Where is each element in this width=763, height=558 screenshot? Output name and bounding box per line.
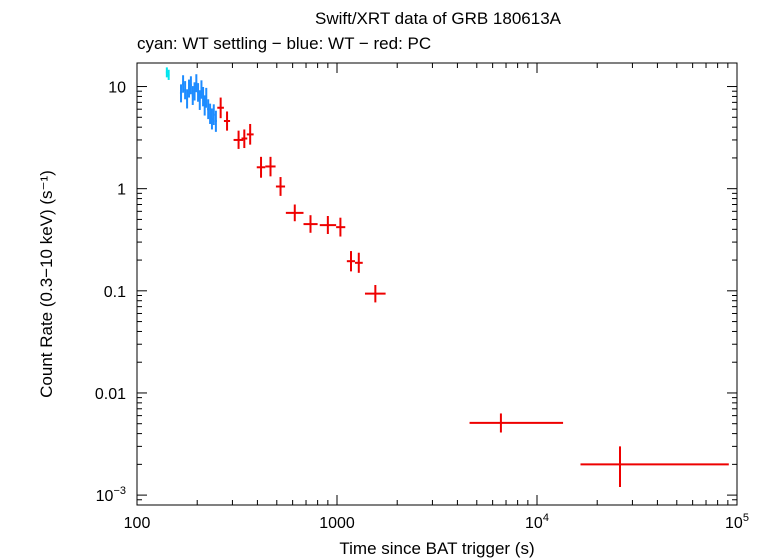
data-point (198, 90, 201, 110)
y-major-ticks (137, 86, 737, 496)
data-point (214, 110, 217, 132)
data-point (179, 84, 183, 103)
data-point (195, 74, 198, 93)
y-axis-label: Count Rate (0.3−10 keV) (s⁻¹) (37, 170, 56, 398)
data-point (193, 82, 196, 101)
data-point (285, 204, 304, 222)
y-tick-label: 0.1 (104, 284, 126, 301)
data-point (364, 285, 386, 303)
y-tick-exponent: −3 (113, 485, 126, 497)
data-point (191, 86, 194, 105)
x-tick-exponent: 4 (543, 512, 549, 524)
y-tick-label: 1 (117, 182, 126, 199)
data-point (241, 129, 248, 149)
data-point (186, 89, 189, 109)
data-point (256, 156, 266, 178)
data-point (165, 67, 168, 78)
data-point (205, 87, 208, 108)
data-point (275, 177, 286, 196)
data-point (303, 215, 318, 233)
x-tick-labels: 100 1000 104 105 (124, 512, 749, 532)
data-point (210, 108, 214, 130)
data-point (223, 111, 231, 131)
x-tick-label: 105 (725, 512, 749, 532)
data-point (200, 80, 203, 99)
x-tick-label: 100 (124, 515, 151, 532)
series-wt (179, 74, 217, 132)
data-point (188, 79, 191, 98)
y-tick-labels: 10 1 0.1 0.01 10−3 (95, 80, 126, 506)
y-minor-ticks (137, 90, 737, 501)
data-series (165, 67, 729, 488)
data-point (354, 252, 363, 273)
data-point (197, 83, 200, 102)
plot-frame (136, 62, 738, 506)
x-minor-ticks (196, 63, 729, 505)
chart-title: Swift/XRT data of GRB 180613A (315, 9, 562, 28)
data-point (182, 75, 185, 93)
y-tick-label: 10 (108, 80, 126, 97)
data-point (319, 216, 337, 234)
data-point (580, 446, 729, 488)
x-tick-label: 1000 (319, 515, 355, 532)
data-point (184, 81, 187, 100)
y-tick-label: 10−3 (96, 485, 126, 505)
data-point (167, 69, 170, 80)
data-point (212, 104, 215, 126)
data-point (217, 97, 224, 119)
series-wt-settling (165, 67, 170, 80)
data-point (469, 413, 564, 433)
data-point (207, 99, 210, 120)
x-major-ticks (136, 63, 738, 505)
data-point (202, 86, 205, 107)
data-point (246, 123, 254, 145)
data-point (346, 251, 355, 272)
data-point (265, 156, 276, 177)
y-tick-label: 0.01 (95, 386, 126, 403)
data-point (189, 76, 192, 95)
data-point (203, 95, 206, 116)
data-point (209, 103, 212, 124)
data-point (233, 130, 244, 149)
series-pc (217, 97, 729, 488)
x-tick-label: 104 (525, 512, 549, 532)
data-point (336, 217, 346, 237)
chart-subtitle: cyan: WT settling − blue: WT − red: PC (137, 34, 431, 53)
x-axis-label: Time since BAT trigger (s) (339, 539, 534, 558)
x-tick-exponent: 5 (743, 512, 749, 524)
